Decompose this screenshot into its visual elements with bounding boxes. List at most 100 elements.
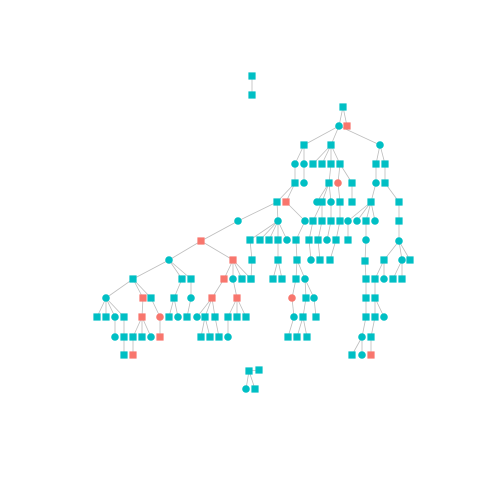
- node-square: [248, 256, 256, 264]
- node-square: [371, 275, 379, 283]
- node-circle: [358, 351, 366, 359]
- node-square: [362, 313, 370, 321]
- node-square: [367, 198, 375, 206]
- node-square: [120, 351, 128, 359]
- node-circle: [358, 333, 366, 341]
- node-square: [291, 179, 299, 187]
- tree-edge: [200, 220, 239, 242]
- node-circle: [111, 313, 119, 321]
- node-square: [318, 160, 326, 168]
- tree-edge: [132, 259, 170, 280]
- tree-edge: [168, 240, 202, 261]
- node-circle: [301, 217, 309, 225]
- node-circle: [398, 256, 406, 264]
- node-square-accent: [233, 294, 241, 302]
- node-square: [211, 313, 219, 321]
- node-square: [129, 333, 137, 341]
- tree-edge: [237, 201, 278, 222]
- node-circle: [174, 313, 182, 321]
- node-square: [325, 179, 333, 187]
- node-circle: [380, 313, 388, 321]
- tree-edge: [200, 240, 234, 261]
- node-square: [245, 367, 253, 375]
- node-square-accent: [197, 237, 205, 245]
- node-square: [348, 179, 356, 187]
- edges-layer: [96, 76, 411, 390]
- node-square: [339, 103, 347, 111]
- node-square: [389, 275, 397, 283]
- node-circle: [353, 217, 361, 225]
- node-circle: [291, 160, 299, 168]
- node-circle: [376, 141, 384, 149]
- node-square: [183, 313, 191, 321]
- node-circle: [283, 236, 291, 244]
- node-square: [256, 236, 264, 244]
- node-square: [381, 160, 389, 168]
- node-square: [332, 236, 340, 244]
- node-square: [129, 275, 137, 283]
- node-circle: [234, 217, 242, 225]
- node-square: [248, 72, 256, 80]
- node-square: [318, 198, 326, 206]
- node-square: [326, 256, 334, 264]
- node-square: [362, 275, 370, 283]
- node-circle: [307, 256, 315, 264]
- node-square: [344, 236, 352, 244]
- node-square: [247, 275, 255, 283]
- node-circle: [193, 313, 201, 321]
- node-circle: [310, 294, 318, 302]
- node-square: [102, 313, 110, 321]
- node-square: [314, 236, 322, 244]
- node-square: [381, 179, 389, 187]
- node-circle: [229, 275, 237, 283]
- node-square: [248, 91, 256, 99]
- node-square: [293, 333, 301, 341]
- node-circle: [102, 294, 110, 302]
- node-circle: [300, 160, 308, 168]
- node-square-accent: [139, 294, 147, 302]
- tree-edge: [168, 259, 192, 280]
- node-square: [336, 160, 344, 168]
- node-square: [395, 198, 403, 206]
- node-square: [316, 256, 324, 264]
- node-square-accent: [282, 198, 290, 206]
- node-square-accent: [156, 333, 164, 341]
- node-circle: [371, 217, 379, 225]
- node-square: [278, 275, 286, 283]
- node-square: [327, 141, 335, 149]
- node-square: [242, 313, 250, 321]
- node-square: [178, 275, 186, 283]
- node-circle: [290, 313, 298, 321]
- node-circle: [380, 275, 388, 283]
- node-square: [147, 294, 155, 302]
- node-square: [362, 217, 370, 225]
- node-circle: [242, 385, 250, 393]
- node-square: [215, 333, 223, 341]
- node-circle: [327, 198, 335, 206]
- node-square-accent: [220, 275, 228, 283]
- node-square: [348, 198, 356, 206]
- node-square-accent: [129, 351, 137, 359]
- node-circle-accent: [288, 294, 296, 302]
- node-square: [255, 366, 263, 374]
- node-square: [302, 294, 310, 302]
- node-circle: [362, 236, 370, 244]
- node-square: [170, 294, 178, 302]
- node-square: [120, 333, 128, 341]
- node-square-accent: [208, 294, 216, 302]
- node-circle: [111, 333, 119, 341]
- node-square: [274, 236, 282, 244]
- node-square: [361, 257, 369, 265]
- node-circle: [395, 237, 403, 245]
- node-square: [293, 256, 301, 264]
- node-square: [120, 313, 128, 321]
- node-square: [165, 313, 173, 321]
- node-square: [309, 160, 317, 168]
- node-square: [395, 217, 403, 225]
- tree-edge: [105, 278, 134, 299]
- nodes-layer: [93, 72, 414, 393]
- node-square: [269, 275, 277, 283]
- node-square: [292, 236, 300, 244]
- node-circle: [224, 333, 232, 341]
- node-circle: [301, 275, 309, 283]
